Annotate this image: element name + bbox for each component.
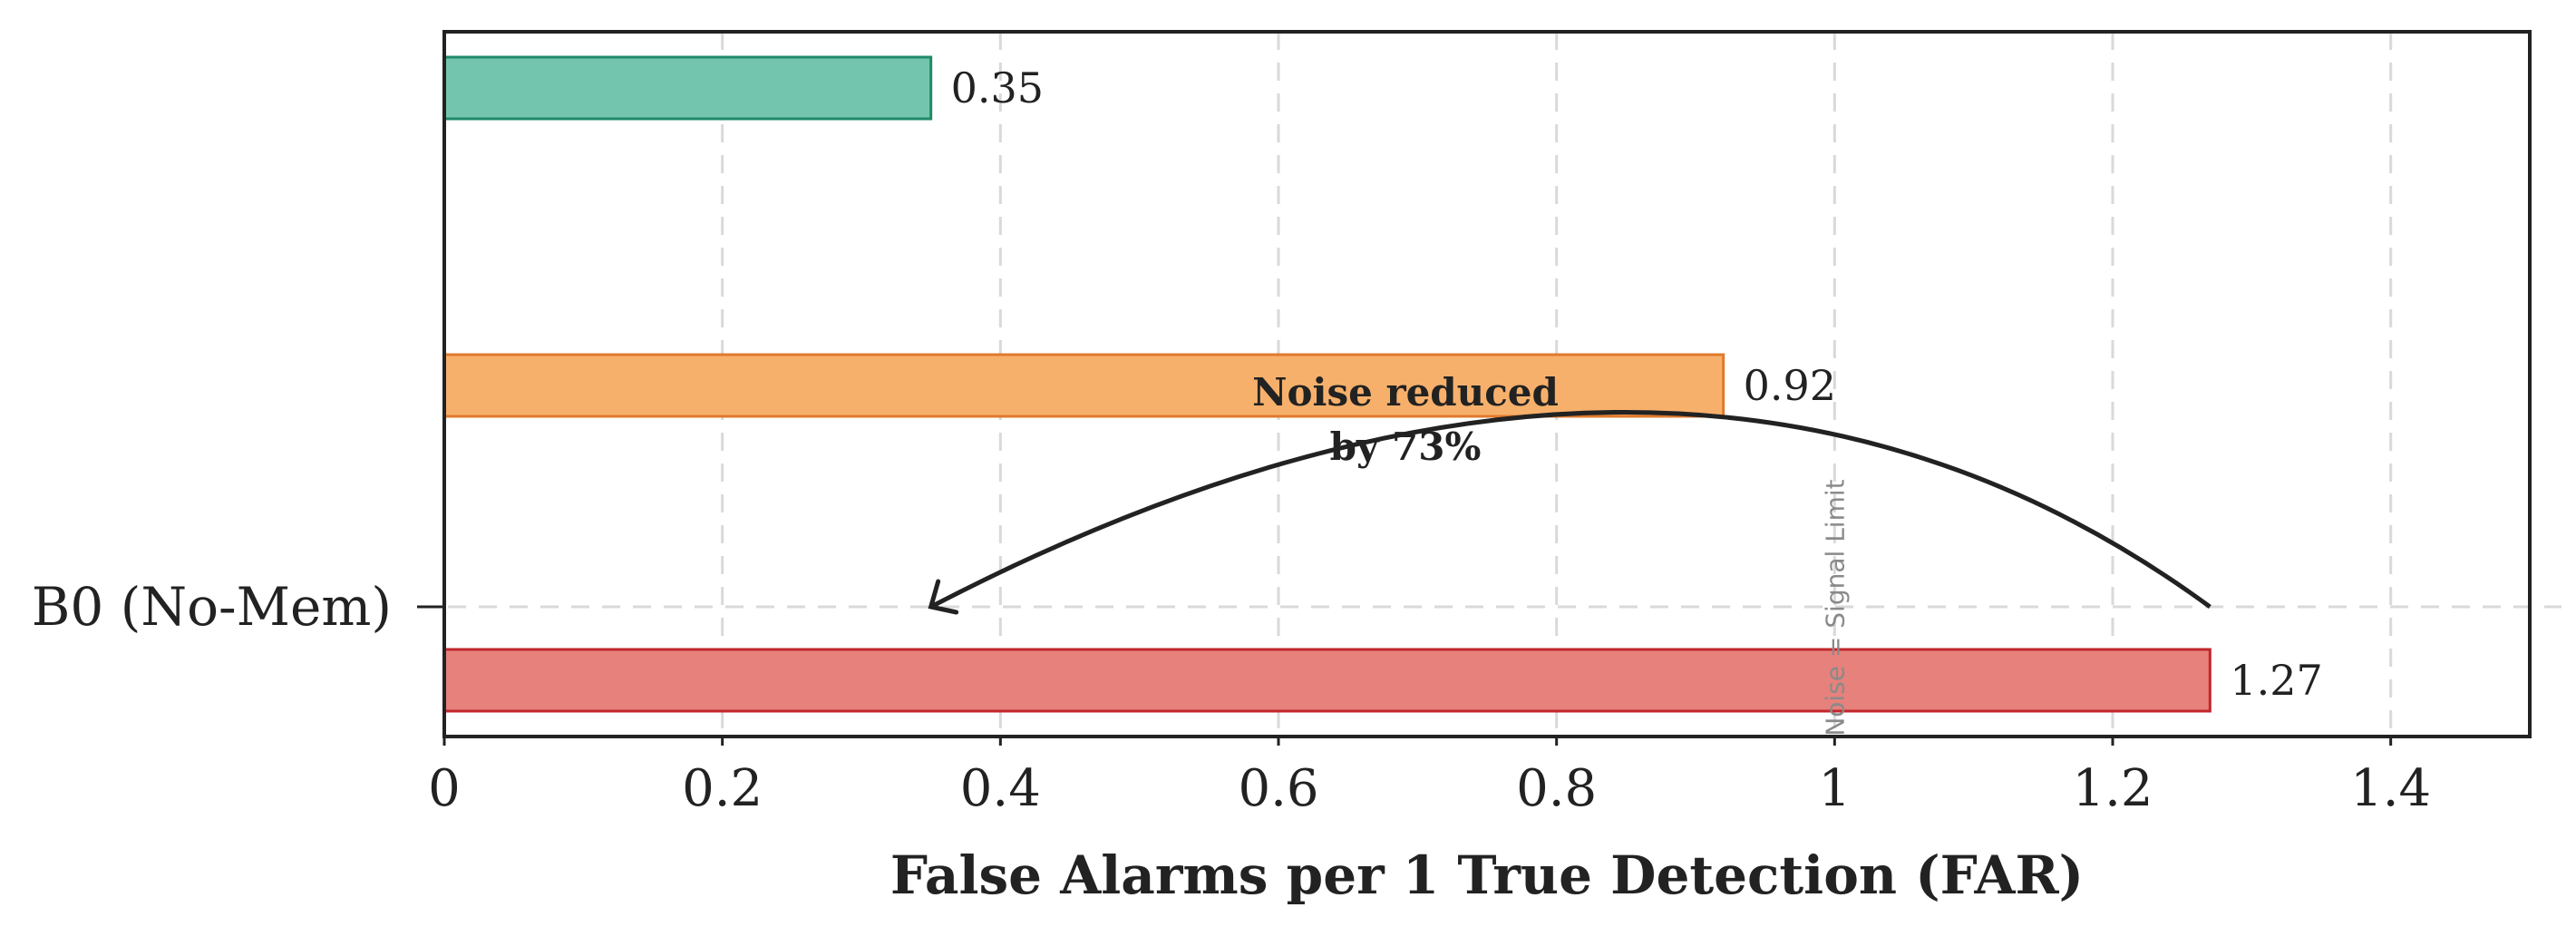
reference-line-layer: Noise = Signal Limit	[1820, 479, 1850, 736]
category-label: B0 (No-Mem)	[32, 576, 392, 638]
reference-line-label: Noise = Signal Limit	[1820, 479, 1850, 736]
x-tick-label: 0.6	[1238, 759, 1318, 818]
bar-layer: 0.35 0.92 1.27	[442, 55, 2323, 713]
bar	[442, 648, 2211, 713]
annotation-arrow	[929, 410, 2211, 610]
x-tick-layer: 0 0.2 0.4 0.6 0.8 1 1.2 1.4	[428, 737, 2431, 818]
bar-value-label: 0.92	[1744, 361, 1836, 410]
annotation-text: by 73%	[1330, 424, 1482, 469]
x-tick-label: 0	[428, 759, 461, 818]
x-tick-label: 0.2	[682, 759, 763, 818]
x-axis-title: False Alarms per 1 True Detection (FAR)	[890, 844, 2084, 906]
bar-value-label: 0.35	[951, 63, 1044, 112]
x-tick-label: 1	[1819, 759, 1852, 818]
annotation-text: Noise reduced	[1252, 370, 1559, 415]
category-label-layer: B0 (No-Mem)	[32, 576, 444, 638]
bar-value-label: 1.27	[2230, 656, 2322, 705]
x-tick-label: 0.4	[960, 759, 1041, 818]
x-tick-label: 1.4	[2350, 759, 2431, 818]
x-tick-label: 1.2	[2072, 759, 2153, 818]
bar	[442, 353, 1725, 418]
annotation-layer: Noise reduced by 73%	[928, 370, 2211, 615]
bar	[442, 55, 933, 121]
plot-frame	[442, 30, 2532, 738]
annotation-arrowhead	[928, 579, 959, 615]
x-tick-label: 0.8	[1516, 759, 1597, 818]
